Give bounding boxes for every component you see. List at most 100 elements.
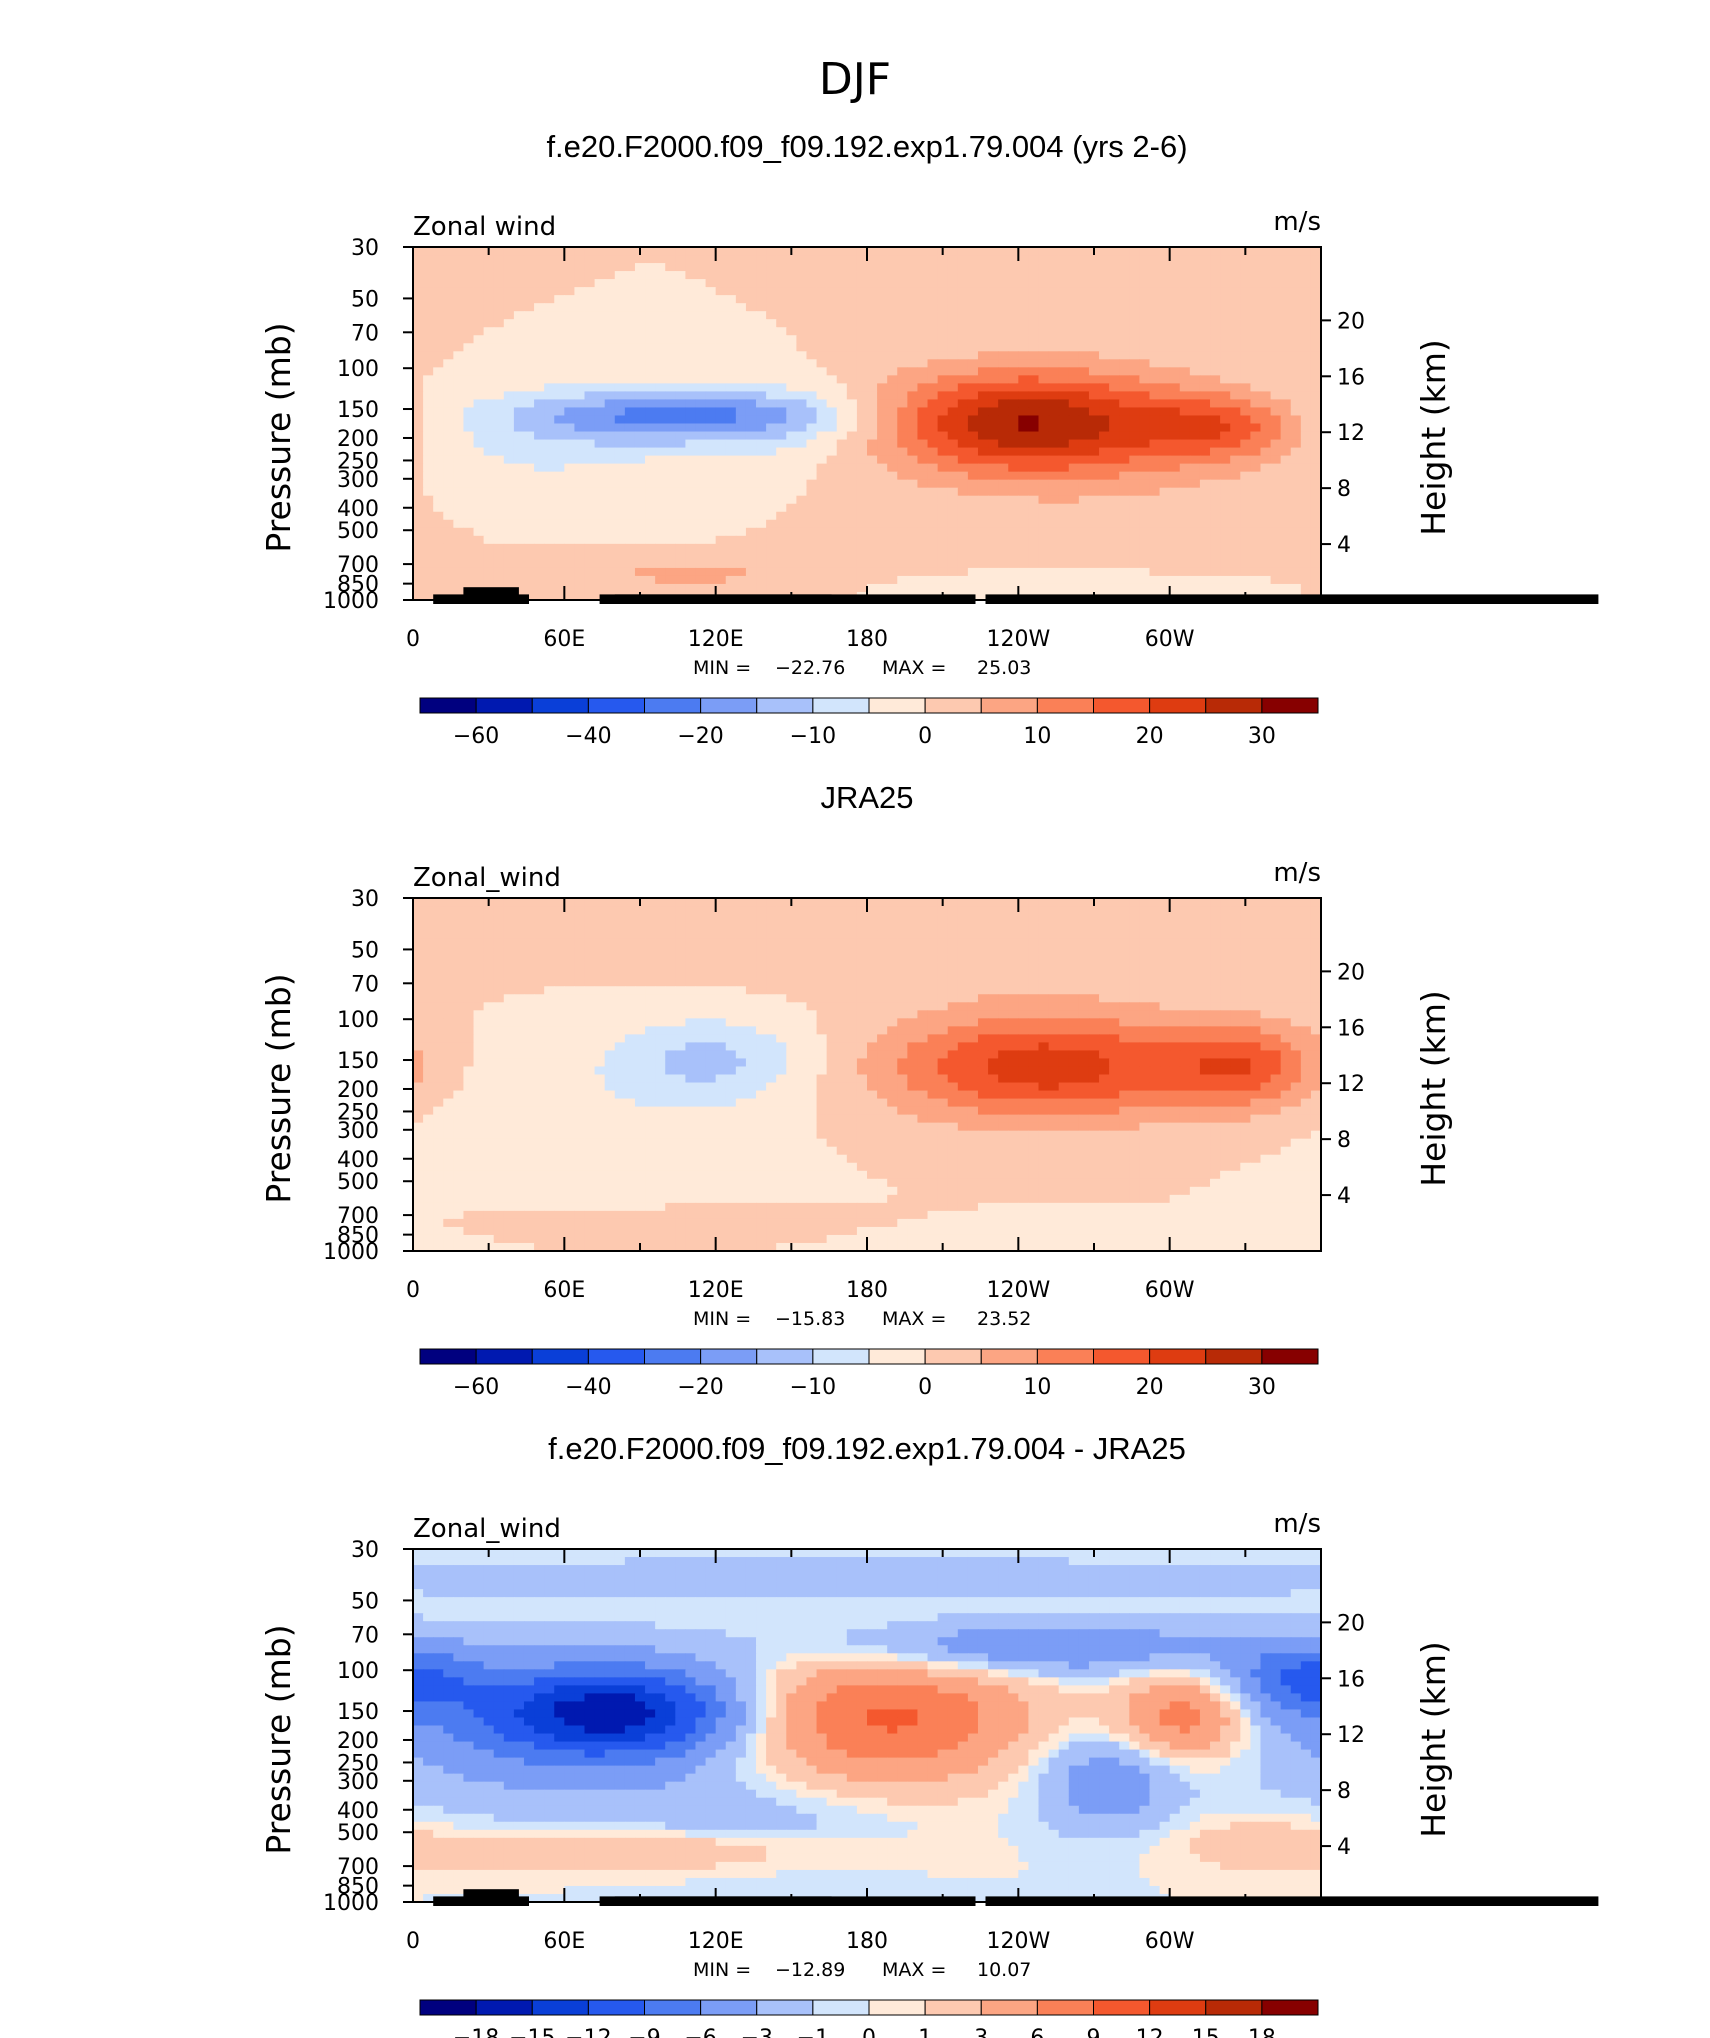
field-cell — [1280, 439, 1292, 449]
field-cell — [1149, 351, 1161, 360]
field-cell — [604, 287, 616, 296]
field-cell — [523, 263, 535, 272]
field-cell — [1210, 962, 1221, 971]
field-cell — [998, 439, 1009, 449]
y-tick-label: 300 — [337, 468, 379, 493]
field-cell — [867, 303, 878, 312]
field-cell — [503, 319, 515, 328]
field-cell — [483, 906, 495, 915]
field-cell — [695, 503, 707, 513]
field-cell — [836, 407, 848, 417]
field-cell — [1159, 383, 1171, 393]
field-cell — [1230, 583, 1241, 593]
field-cell — [967, 247, 979, 256]
field-cell — [1199, 359, 1211, 368]
field-cell — [1230, 930, 1241, 939]
field-cell — [594, 930, 606, 939]
field-cell — [988, 922, 999, 931]
field-cell — [1179, 463, 1191, 473]
field-cell — [1210, 463, 1221, 473]
field-cell — [705, 519, 717, 529]
field-cell — [1088, 455, 1100, 465]
field-cell — [685, 415, 697, 425]
field-cell — [836, 503, 848, 513]
field-cell — [594, 962, 606, 971]
field-cell — [1230, 335, 1241, 344]
field-cell — [766, 914, 777, 923]
field-cell — [493, 287, 505, 296]
field-cell — [1199, 503, 1211, 513]
field-cell — [988, 415, 999, 425]
field-cell — [998, 503, 1009, 513]
field-cell — [695, 343, 707, 352]
field-cell — [443, 511, 454, 521]
field-cell — [846, 367, 858, 376]
field-cell — [735, 946, 747, 955]
field-cell — [756, 415, 767, 425]
field-cell — [544, 359, 555, 368]
field-cell — [877, 463, 888, 473]
field-cell — [665, 946, 676, 955]
field-cell — [937, 922, 949, 931]
field-cell — [897, 287, 908, 296]
field-cell — [1149, 319, 1161, 328]
field-cell — [1240, 962, 1251, 971]
field-cell — [1220, 303, 1231, 312]
field-cell — [907, 279, 919, 288]
field-cell — [594, 447, 606, 457]
field-cell — [1270, 511, 1282, 521]
field-cell — [786, 407, 797, 417]
field-cell — [665, 383, 676, 393]
field-cell — [1048, 255, 1060, 264]
field-cell — [413, 471, 424, 481]
field-cell — [867, 511, 878, 521]
field-cell — [1119, 319, 1130, 328]
field-cell — [977, 311, 989, 320]
field-cell — [957, 906, 969, 915]
field-cell — [1028, 575, 1040, 585]
field-cell — [1088, 503, 1100, 513]
field-cell — [1220, 319, 1231, 328]
field-cell — [1028, 447, 1040, 457]
field-cell — [1280, 391, 1292, 401]
field-cell — [1109, 551, 1120, 561]
field-cell — [947, 359, 959, 368]
field-cell — [1048, 962, 1060, 971]
colorbar-box — [868, 697, 926, 714]
field-cell — [1270, 351, 1282, 360]
field-cell — [776, 255, 787, 264]
field-cell — [544, 583, 555, 593]
field-cell — [1149, 922, 1161, 931]
field-cell — [665, 279, 676, 288]
field-cell — [927, 946, 939, 955]
field-cell — [705, 503, 717, 513]
field-cell — [473, 343, 485, 352]
field-cell — [1260, 287, 1272, 296]
field-cell — [856, 495, 868, 505]
field-cell — [1159, 970, 1171, 979]
field-cell — [544, 551, 555, 561]
field-cell — [957, 519, 969, 529]
field-cell — [1290, 479, 1302, 489]
field-cell — [544, 922, 555, 931]
field-cell — [624, 906, 636, 915]
field-cell — [836, 255, 848, 264]
field-cell — [1159, 343, 1171, 352]
field-cell — [1300, 351, 1312, 360]
field-cell — [483, 303, 495, 312]
field-cell — [645, 922, 656, 931]
field-cell — [1058, 575, 1070, 585]
field-cell — [1189, 583, 1201, 593]
field-cell — [634, 343, 646, 352]
field-cell — [806, 575, 818, 585]
field-cell — [584, 391, 596, 401]
field-cell — [877, 271, 888, 280]
field-cell — [937, 583, 949, 593]
field-cell — [655, 938, 666, 947]
field-cell — [725, 906, 737, 915]
field-cell — [1179, 970, 1191, 979]
field-cell — [685, 898, 697, 907]
field-cell — [1179, 898, 1191, 907]
field-cell — [1109, 263, 1120, 272]
field-cell — [463, 327, 475, 336]
